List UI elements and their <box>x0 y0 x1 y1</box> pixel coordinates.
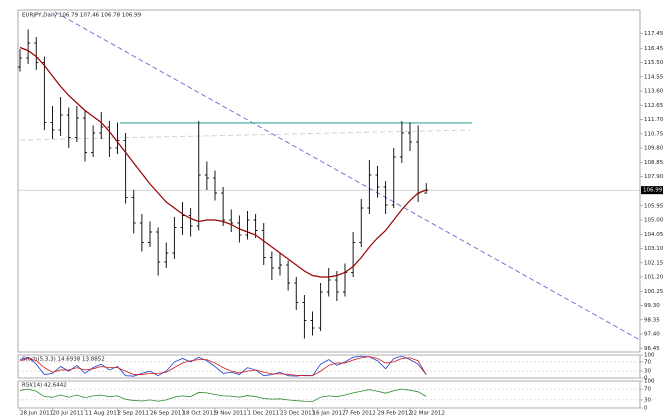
y-tick-label: 0 <box>644 376 648 382</box>
y-tick-label: 100 <box>644 379 655 385</box>
last-price-label: 106.99 <box>643 188 663 194</box>
plot-area <box>19 388 427 402</box>
x-tick-label: 1 Dec 2011 <box>248 411 280 416</box>
stoch-title: Stoch(5,3,3) 14.6938 13.8852 <box>22 357 105 363</box>
x-tick-label: 11 Aug 2011 <box>85 411 120 416</box>
x-tick-label: 9 Nov 2011 <box>215 411 247 416</box>
stoch-panel-frame <box>17 354 641 379</box>
y-tick-label: 30 <box>644 397 651 403</box>
y-tick-label: 101.20 <box>644 275 664 281</box>
y-tick-label: 104.05 <box>644 232 664 238</box>
rsi-title: RSI(14) 42.6442 <box>22 383 67 389</box>
y-tick-label: 30 <box>644 369 651 375</box>
y-tick-label: 105.00 <box>644 218 664 224</box>
y-tick-label: 107.90 <box>644 174 664 180</box>
y-tick-label: 110.75 <box>644 131 664 137</box>
y-tick-label: 115.50 <box>644 60 664 66</box>
y-tick-label: 109.80 <box>644 146 664 152</box>
y-tick-label: 105.95 <box>644 203 664 209</box>
x-tick-label: 28 Jun 2011 <box>20 411 53 416</box>
x-tick-label: 22 Mar 2012 <box>410 411 445 416</box>
y-tick-label: 99.30 <box>644 303 660 309</box>
y-tick-label: 113.60 <box>644 89 664 95</box>
x-tick-label: 18 Oct 2011 <box>183 411 217 416</box>
x-tick-label: 26 Sep 2011 <box>150 411 185 416</box>
y-tick-label: 0 <box>644 406 648 412</box>
y-tick-label: 112.65 <box>644 103 664 109</box>
last-price-box <box>641 186 663 195</box>
y-tick-label: 100.25 <box>644 289 664 295</box>
y-tick-label: 70 <box>644 359 651 365</box>
y-tick-label: 97.40 <box>644 332 660 338</box>
rsi-panel-frame <box>17 380 641 409</box>
y-tick-label: 70 <box>644 387 651 393</box>
indicator-line <box>19 356 427 377</box>
y-tick-label: 102.15 <box>644 260 664 266</box>
x-tick-label: 23 Dec 2011 <box>280 411 315 416</box>
y-tick-label: 98.35 <box>644 317 660 323</box>
y-tick-label: 96.45 <box>644 346 660 352</box>
y-tick-label: 116.45 <box>644 46 664 52</box>
x-tick-label: 2 Sep 2011 <box>118 411 149 416</box>
indicator-line <box>19 388 427 402</box>
y-tick-label: 111.70 <box>644 117 664 123</box>
trend-line <box>19 129 471 141</box>
y-tick-label: 108.85 <box>644 160 664 166</box>
x-tick-label: 7 Feb 2012 <box>345 411 376 416</box>
x-tick-label: 20 Jul 2011 <box>53 411 84 416</box>
x-tick-label: 29 Feb 2012 <box>378 411 412 416</box>
indicator-line <box>19 355 427 377</box>
y-tick-label: 117.45 <box>644 31 664 37</box>
chart-title: EURJPY,Daily 106.79 107.46 106.78 106.99 <box>22 13 142 19</box>
y-tick-label: 114.55 <box>644 74 664 80</box>
plot-area <box>19 355 427 377</box>
y-tick-label: 100 <box>644 353 655 359</box>
moving-average <box>19 46 427 278</box>
y-tick-label: 103.10 <box>644 246 664 252</box>
x-tick-label: 16 Jan 2012 <box>313 411 346 416</box>
main-panel-frame <box>17 9 641 353</box>
plot-area <box>18 11 640 341</box>
